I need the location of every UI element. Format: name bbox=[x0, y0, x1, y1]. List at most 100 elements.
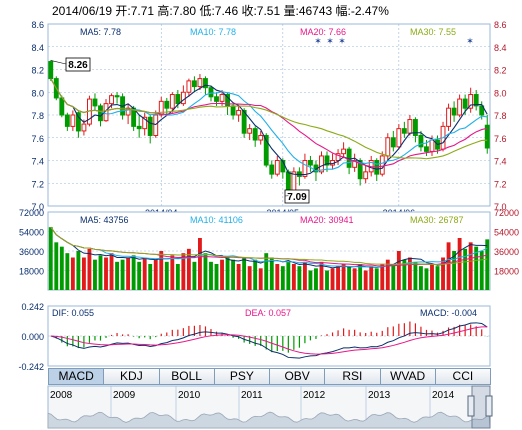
candle-body bbox=[357, 160, 363, 180]
candle-body bbox=[131, 107, 137, 127]
tab-boll[interactable]: BOLL bbox=[158, 368, 215, 385]
y-tick-label: 36000 bbox=[19, 247, 44, 257]
candle-body bbox=[114, 95, 120, 98]
navigator-year-label: 2013 bbox=[368, 390, 391, 401]
legend-dea: DEA: 0.057 bbox=[245, 308, 291, 318]
volume-panel: 72000 72000 54000 54000 36000 36000 18000 18000… bbox=[19, 208, 519, 291]
volume-bar bbox=[402, 259, 407, 290]
candle-body bbox=[401, 128, 407, 134]
candle-body bbox=[390, 137, 396, 148]
candle-body bbox=[241, 109, 247, 134]
candle-body bbox=[396, 128, 402, 148]
volume-bar bbox=[164, 261, 169, 290]
volume-bar bbox=[347, 266, 352, 290]
volume-bar bbox=[446, 242, 451, 290]
volume-bar bbox=[430, 264, 434, 290]
navigator-year-label: 2009 bbox=[113, 390, 136, 401]
candle-body bbox=[164, 100, 170, 109]
candle-body bbox=[98, 105, 103, 122]
y-tick-label: 8.2 bbox=[31, 66, 44, 76]
volume-bar bbox=[435, 266, 440, 290]
volume-bar bbox=[474, 246, 479, 290]
candle-body bbox=[258, 134, 264, 141]
star-marker: ✶ bbox=[314, 36, 322, 46]
candle-body bbox=[64, 114, 70, 127]
annotation-high: 8.26 bbox=[68, 60, 88, 71]
candle-body bbox=[203, 78, 208, 89]
candle-body bbox=[319, 155, 324, 173]
volume-bar bbox=[220, 259, 224, 290]
volume-bar bbox=[242, 257, 247, 290]
volume-bar bbox=[419, 266, 423, 290]
volume-bar bbox=[297, 266, 302, 290]
volume-bar bbox=[302, 261, 307, 290]
y-tick-label-right: 8.0 bbox=[494, 88, 507, 98]
volume-ma30-line bbox=[50, 226, 488, 266]
candle-body bbox=[484, 124, 490, 149]
tab-cci[interactable]: CCI bbox=[434, 368, 491, 385]
legend-ma5: MA5: 7.78 bbox=[80, 27, 121, 37]
candle-body bbox=[379, 155, 385, 175]
candle-body bbox=[429, 139, 435, 152]
volume-bar bbox=[463, 248, 468, 290]
tab-kdj[interactable]: KDJ bbox=[103, 368, 160, 385]
candle-body bbox=[473, 94, 479, 107]
candle-body bbox=[92, 98, 98, 107]
candle-body bbox=[335, 153, 341, 162]
volume-bar bbox=[341, 264, 346, 290]
annotation-box bbox=[284, 189, 310, 204]
volume-bar bbox=[120, 259, 125, 290]
volume-bar bbox=[209, 261, 213, 290]
y-tick-label: 54000 bbox=[19, 228, 44, 238]
volume-bar bbox=[413, 261, 418, 290]
candle-body bbox=[363, 171, 369, 180]
volume-bar bbox=[198, 238, 202, 290]
tab-psy[interactable]: PSY bbox=[213, 368, 270, 385]
macd-panel: 0.242 0.000 -0.242 DIF: 0.055 DEA: 0.057 MACD… bbox=[18, 302, 491, 372]
y-tick-label-right: 7.0 bbox=[494, 202, 507, 212]
tab-macd[interactable]: MACD bbox=[48, 368, 105, 385]
navigator-year-label: 2010 bbox=[178, 390, 201, 401]
macd-dea-line bbox=[50, 326, 488, 355]
volume-bar bbox=[65, 253, 70, 290]
macd-dif-line bbox=[50, 322, 488, 359]
volume-bar bbox=[396, 251, 401, 290]
navigator-handle-right bbox=[485, 395, 493, 417]
volume-bar bbox=[391, 264, 396, 290]
candle-body bbox=[418, 134, 424, 148]
tab-wvad[interactable]: WVAD bbox=[379, 368, 436, 385]
volume-bar bbox=[170, 255, 175, 290]
candle-body bbox=[446, 107, 451, 127]
volume-bar bbox=[225, 257, 230, 290]
volume-bar bbox=[275, 264, 280, 290]
indicator-tabs: MACD KDJ BOLL PSY OBV RSI WVAD CCI bbox=[48, 368, 491, 385]
volume-bar bbox=[286, 261, 291, 290]
candle-body bbox=[252, 128, 258, 141]
volume-bar bbox=[385, 259, 390, 290]
volume-bar bbox=[336, 266, 340, 290]
price-ma5-line bbox=[50, 78, 488, 176]
candle-body bbox=[191, 80, 197, 88]
candle-body bbox=[412, 119, 418, 136]
volume-bar bbox=[48, 227, 53, 290]
volume-bar bbox=[247, 266, 252, 290]
y-tick-label-right: 8.2 bbox=[494, 66, 507, 76]
legend-macd: MACD: -0.004 bbox=[420, 308, 477, 318]
navigator-area bbox=[47, 411, 491, 429]
candle-body bbox=[269, 164, 275, 175]
tab-obv[interactable]: OBV bbox=[269, 368, 326, 385]
candle-body bbox=[153, 114, 159, 136]
tab-rsi[interactable]: RSI bbox=[324, 368, 381, 385]
star-marker: ✶ bbox=[466, 36, 474, 46]
candle-body bbox=[468, 94, 474, 109]
navigator-panel: 2008 2009 2010 2011 2012 2013 2014 bbox=[47, 385, 493, 429]
price-panel: 8.6 8.6 8.4 8.4 8.2 8.2 8.0 8.0 7.8 7.8 7.6 7.6 7.4 7… bbox=[31, 20, 506, 218]
candle-body bbox=[247, 128, 253, 134]
candle-body bbox=[158, 100, 164, 116]
volume-bar bbox=[236, 264, 241, 290]
candle-body bbox=[219, 94, 225, 102]
candle-body bbox=[407, 119, 413, 134]
volume-bar bbox=[192, 261, 197, 290]
candle-body bbox=[451, 107, 457, 116]
